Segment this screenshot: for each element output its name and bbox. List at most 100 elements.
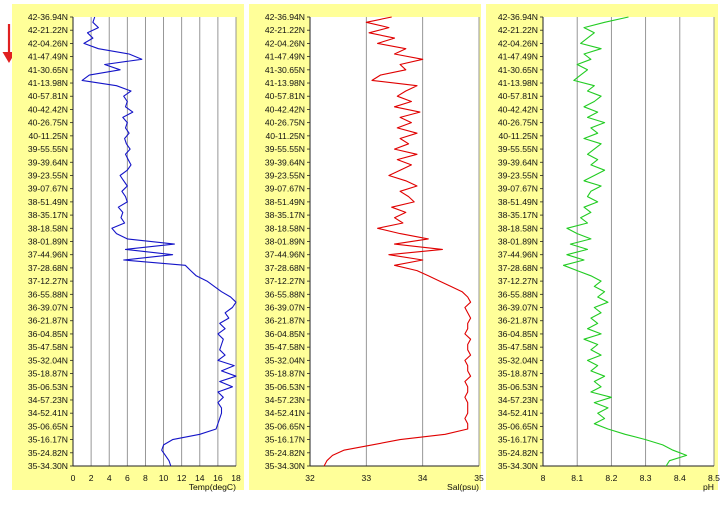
salinity-y-tick-label: 35-24.82N (265, 448, 305, 458)
temperature-y-tick-label: 35-47.58N (28, 342, 68, 352)
ph-y-tick-label: 40-11.25N (499, 131, 539, 141)
temperature-y-tick-label: 35-06.53N (28, 382, 68, 392)
temperature-y-tick-label: 37-28.68N (28, 263, 68, 273)
temperature-y-tick-label: 40-26.75N (28, 118, 68, 128)
ph-y-tick-label: 41-30.65N (498, 65, 538, 75)
temperature-y-tick-label: 39-23.55N (28, 170, 68, 180)
ph-y-tick-label: 42-36.94N (498, 12, 538, 22)
temperature-y-tick-label: 41-13.98N (28, 78, 68, 88)
salinity-y-tick-label: 38-18.58N (265, 223, 305, 233)
salinity-y-tick-label: 38-51.49N (265, 197, 305, 207)
salinity-y-tick-label: 37-44.96N (265, 250, 305, 260)
salinity-y-tick-label: 39-55.55N (265, 144, 305, 154)
ph-y-tick-label: 35-06.65N (498, 421, 538, 431)
salinity-y-tick-label: 37-28.68N (265, 263, 305, 273)
salinity-y-tick-label: 35-16.17N (265, 435, 305, 445)
temperature-panel: 42-36.94N 42-21.22N 42-04.26N 41-47.49N 41-3… (12, 4, 244, 492)
salinity-y-tick-label: 36-21.87N (265, 316, 305, 326)
ph-y-tick-label: 39-55.55N (498, 144, 538, 154)
salinity-y-tick-label: 34-52.41N (265, 408, 305, 418)
temperature-y-tick-label: 38-18.58N (28, 223, 68, 233)
salinity-x-tick-label: 33 (362, 473, 372, 483)
temperature-y-tick-label: 39-55.55N (28, 144, 68, 154)
temperature-x-tick-label: 6 (125, 473, 130, 483)
ph-y-tick-label: 36-39.07N (498, 303, 538, 313)
temperature-y-tick-label: 42-36.94N (28, 12, 68, 22)
salinity-y-tick-label: 40-26.75N (265, 118, 305, 128)
ph-y-tick-label: 35-34.30N (498, 461, 538, 471)
temperature-y-tick-label: 42-04.26N (28, 38, 68, 48)
salinity-axis-title: Sal(psu) (447, 482, 479, 492)
ph-y-tick-label: 35-06.53N (498, 382, 538, 392)
temperature-y-tick-label: 34-57.23N (28, 395, 68, 405)
salinity-plot-area (310, 17, 479, 466)
salinity-y-tick-label: 42-21.22N (265, 25, 305, 35)
ph-x-tick-label: 8.5 (708, 473, 720, 483)
salinity-y-tick-label: 42-36.94N (265, 12, 305, 22)
ph-y-tick-label: 37-12.27N (498, 276, 538, 286)
temperature-y-tick-label: 35-16.17N (28, 435, 68, 445)
ph-x-tick-label: 8.2 (605, 473, 617, 483)
salinity-y-tick-label: 39-23.55N (265, 170, 305, 180)
temperature-x-tick-label: 8 (143, 473, 148, 483)
salinity-x-tick-label: 34 (418, 473, 428, 483)
ph-y-tick-label: 35-32.04N (498, 355, 538, 365)
temperature-y-tick-label: 34-52.41N (28, 408, 68, 418)
temperature-y-tick-label: 40-57.81N (28, 91, 68, 101)
temperature-x-tick-label: 18 (231, 473, 241, 483)
ph-y-tick-label: 42-04.26N (498, 38, 538, 48)
temperature-x-tick-label: 10 (159, 473, 169, 483)
temperature-y-tick-label: 38-51.49N (28, 197, 68, 207)
ph-y-tick-label: 40-57.81N (498, 91, 538, 101)
salinity-y-tick-label: 35-47.58N (265, 342, 305, 352)
temperature-y-tick-label: 38-35.17N (28, 210, 68, 220)
ph-y-tick-label: 40-26.75N (498, 118, 538, 128)
ph-y-tick-label: 42-21.22N (498, 25, 538, 35)
ph-y-tick-label: 39-39.64N (498, 157, 538, 167)
temperature-axis-title: Temp(degC) (189, 482, 236, 492)
ph-y-tick-label: 35-24.82N (498, 448, 538, 458)
ph-y-tick-label: 34-52.41N (498, 408, 538, 418)
salinity-y-tick-label: 35-18.87N (265, 369, 305, 379)
ph-x-tick-label: 8 (541, 473, 546, 483)
temperature-y-tick-label: 40-11.25N (29, 131, 69, 141)
salinity-panel: 42-36.94N 42-21.22N 42-04.26N 41-47.49N 41-3… (249, 4, 484, 492)
ph-x-tick-label: 8.4 (674, 473, 686, 483)
salinity-y-tick-label: 41-13.98N (265, 78, 305, 88)
temperature-y-tick-label: 36-39.07N (28, 303, 68, 313)
temperature-x-tick-label: 12 (177, 473, 187, 483)
ph-y-tick-label: 41-13.98N (498, 78, 538, 88)
temperature-y-tick-label: 42-21.22N (28, 25, 68, 35)
ph-y-tick-label: 37-28.68N (498, 263, 538, 273)
salinity-y-tick-label: 36-39.07N (265, 303, 305, 313)
salinity-y-tick-label: 36-04.85N (265, 329, 305, 339)
temperature-series-line (81, 16, 237, 467)
temperature-y-tick-label: 35-34.30N (28, 461, 68, 471)
salinity-y-tick-label: 37-12.27N (265, 276, 305, 286)
salinity-y-tick-label: 40-57.81N (265, 91, 305, 101)
ph-x-tick-label: 8.1 (571, 473, 583, 483)
salinity-series-line (323, 16, 472, 467)
ph-y-tick-label: 34-57.23N (498, 395, 538, 405)
ph-y-tick-label: 36-55.88N (498, 289, 538, 299)
ph-y-tick-label: 35-18.87N (498, 369, 538, 379)
salinity-y-tick-label: 41-30.65N (265, 65, 305, 75)
temperature-y-tick-label: 36-04.85N (28, 329, 68, 339)
temperature-x-tick-label: 0 (71, 473, 76, 483)
salinity-y-tick-label: 35-32.04N (265, 355, 305, 365)
salinity-y-tick-label: 35-06.53N (265, 382, 305, 392)
ph-series-line (562, 16, 688, 467)
temperature-y-tick-label: 35-32.04N (28, 355, 68, 365)
salinity-y-tick-label: 38-35.17N (265, 210, 305, 220)
ph-y-tick-label: 41-47.49N (498, 52, 538, 62)
temperature-y-tick-label: 41-30.65N (28, 65, 68, 75)
temperature-y-tick-label: 36-21.87N (28, 316, 68, 326)
temperature-x-tick-label: 16 (213, 473, 223, 483)
salinity-y-tick-label: 38-01.89N (265, 237, 305, 247)
temperature-y-tick-label: 35-24.82N (28, 448, 68, 458)
ph-y-tick-label: 38-35.17N (498, 210, 538, 220)
temperature-x-tick-label: 14 (195, 473, 205, 483)
ph-y-tick-label: 39-07.67N (498, 184, 538, 194)
ph-y-tick-label: 36-21.87N (498, 316, 538, 326)
